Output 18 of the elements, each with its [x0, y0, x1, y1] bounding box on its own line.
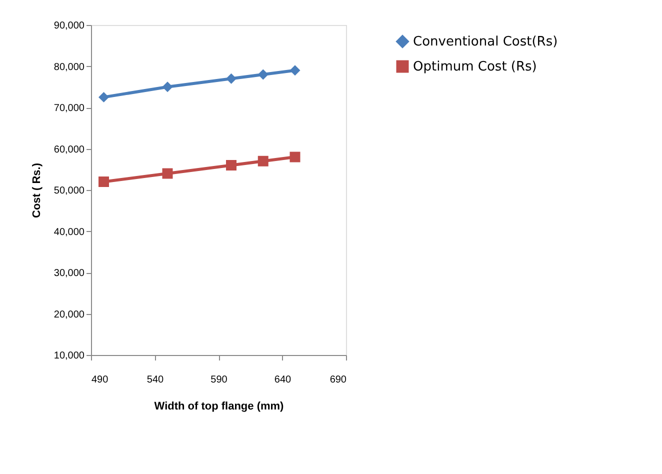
y-tick-label: 90,000 — [54, 20, 85, 32]
y-tick-label: 20,000 — [54, 309, 85, 320]
x-tick-label: 590 — [210, 374, 228, 386]
y-tick-label: 50,000 — [54, 186, 85, 196]
y-tick-label: 70,000 — [54, 103, 85, 114]
legend-label: Optimum Cost (Rs) — [413, 60, 537, 74]
y-tick-label: 10,000 — [54, 350, 85, 362]
y-tick-label: 60,000 — [54, 144, 85, 156]
x-tick-label: 490 — [92, 374, 109, 386]
y-tick-label: 80,000 — [54, 62, 85, 73]
legend-label: Conventional Cost(Rs) — [413, 34, 558, 50]
y-axis-title: Cost ( Rs.) — [30, 162, 43, 218]
y-tick-label: 40,000 — [54, 226, 85, 238]
x-tick-label: 540 — [146, 374, 164, 386]
x-tick-label: 640 — [274, 374, 292, 386]
y-tick-label: 30,000 — [54, 268, 85, 279]
x-axis-title: Width of top flange (mm) — [154, 400, 284, 412]
x-tick-label: 690 — [330, 374, 347, 386]
